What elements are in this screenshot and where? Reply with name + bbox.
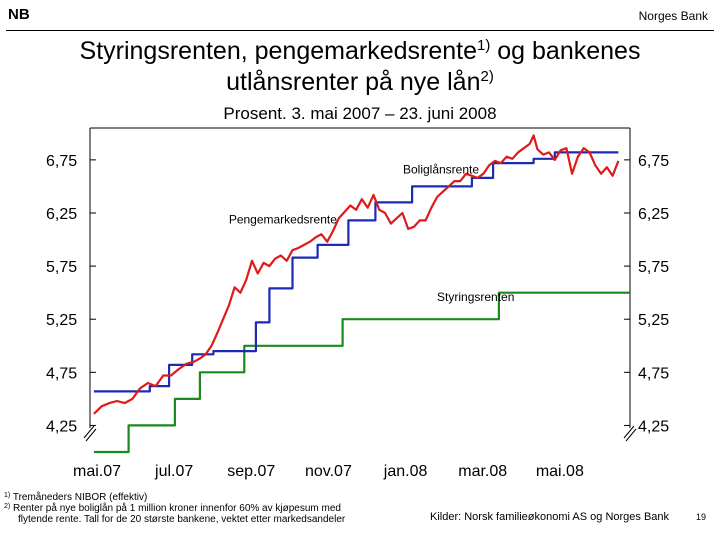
x-tick-label: jan.08	[383, 463, 428, 480]
y-tick-label-left: 6,75	[46, 153, 77, 170]
x-tick-label: sep.07	[227, 463, 275, 480]
footnote-2: 2) Renter på nye boliglån på 1 million k…	[4, 503, 341, 514]
x-tick-label: jul.07	[154, 463, 193, 480]
series-annotation: Styringsrenten	[437, 290, 514, 304]
bank-name: Norges Bank	[638, 9, 708, 23]
y-tick-label-left: 4,25	[46, 418, 77, 435]
title-line2: utlånsrenter på nye lån	[226, 68, 481, 96]
title-part1: Styringsrenten, pengemarkedsrente	[79, 37, 477, 65]
axis-break-mark	[625, 428, 637, 442]
x-tick-label: nov.07	[305, 463, 352, 480]
axis-break-mark	[85, 428, 97, 442]
y-tick-label-left: 5,75	[46, 259, 77, 276]
y-tick-label-right: 4,75	[638, 365, 669, 382]
x-tick-label: mai.08	[536, 463, 584, 480]
footnote-1: 1) Tremåneders NIBOR (effektiv)	[4, 492, 148, 503]
page-number: 19	[696, 512, 707, 522]
title-sup2: 2)	[480, 68, 494, 85]
chart-subtitle: Prosent. 3. mai 2007 – 23. juni 2008	[223, 104, 497, 123]
y-tick-label-right: 5,75	[638, 259, 669, 276]
header-divider	[6, 30, 714, 31]
norges-bank-logo: NB	[8, 6, 30, 23]
y-tick-label-left: 4,75	[46, 365, 77, 382]
y-tick-label-left: 5,25	[46, 312, 77, 329]
footnotes: 1) Tremåneders NIBOR (effektiv) 2) Rente…	[4, 492, 345, 525]
y-tick-label-left: 6,25	[46, 206, 77, 223]
chart-title: Styringsrenten, pengemarkedsrente1) og b…	[0, 36, 720, 98]
source-note: Kilder: Norsk familieøkonomi AS og Norge…	[430, 511, 670, 523]
series-annotation: Pengemarkedsrente	[229, 213, 337, 227]
title-sup1: 1)	[476, 37, 491, 54]
footnote-2-continued: flytende rente. Tall for de 20 største b…	[18, 514, 346, 525]
title-part2: og bankenes	[490, 37, 641, 65]
axis-break-mark	[623, 425, 635, 439]
x-tick-label: mar.08	[458, 463, 507, 480]
series-line-styringsrenten	[93, 291, 630, 454]
y-tick-label-right: 6,25	[638, 206, 669, 223]
axis-break-mark	[83, 425, 95, 439]
y-tick-label-right: 6,75	[638, 153, 669, 170]
series-annotation: Boliglånsrente	[403, 163, 479, 177]
x-tick-label: mai.07	[73, 463, 121, 480]
y-tick-label-right: 4,25	[638, 418, 669, 435]
y-tick-label-right: 5,25	[638, 312, 669, 329]
series-line-boligl-nsrente	[93, 151, 619, 393]
series-line-pengemarkedsrente	[93, 134, 620, 415]
